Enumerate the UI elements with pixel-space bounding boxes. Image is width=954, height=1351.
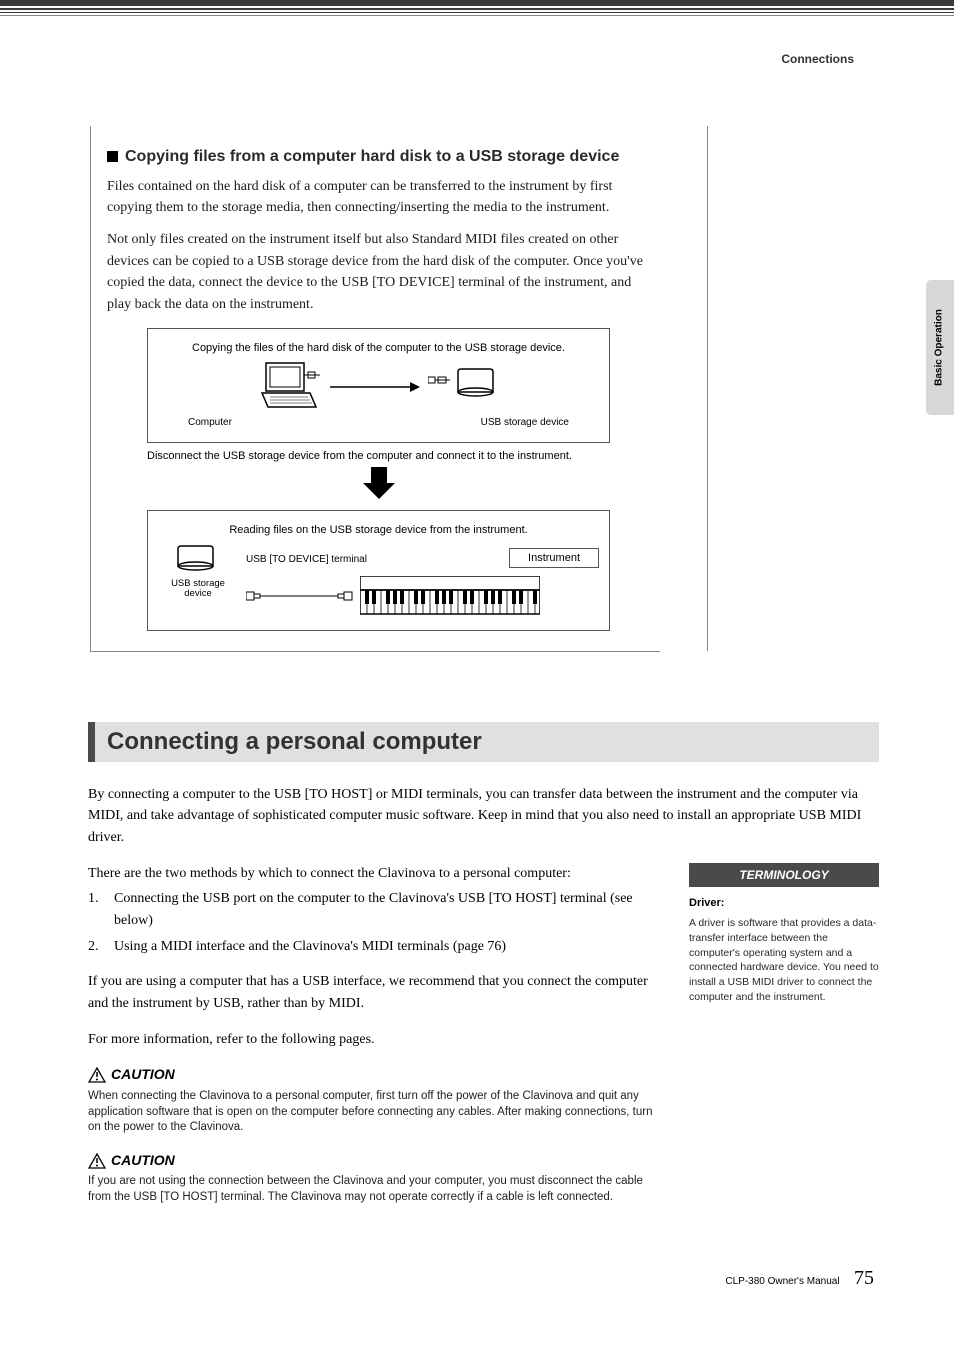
warning-icon	[88, 1153, 106, 1169]
diagram-copy-to-usb: Copying the files of the hard disk of th…	[147, 328, 610, 443]
footer-page-number: 75	[854, 1267, 874, 1289]
top-decorative-bars	[0, 0, 954, 16]
section-heading-bar: Connecting a personal computer	[88, 722, 879, 762]
more-info: For more information, refer to the follo…	[88, 1029, 663, 1051]
paragraph-2: Not only files created on the instrument…	[107, 229, 650, 316]
method-2: Using a MIDI interface and the Clavinova…	[114, 936, 506, 958]
diagram2-terminal-label: USB [TO DEVICE] terminal	[246, 554, 367, 565]
side-tab: Basic Operation	[926, 280, 954, 415]
section-body: By connecting a computer to the USB [TO …	[88, 784, 879, 1220]
caution-2-text: If you are not using the connection betw…	[88, 1174, 663, 1205]
footer-manual-name: CLP-380 Owner's Manual	[725, 1276, 839, 1287]
paragraph-1: Files contained on the hard disk of a co…	[107, 176, 650, 219]
section-intro: By connecting a computer to the USB [TO …	[88, 784, 879, 849]
warning-icon	[88, 1067, 106, 1083]
section-heading: Connecting a personal computer	[107, 728, 867, 756]
methods-intro: There are the two methods by which to co…	[88, 863, 663, 885]
diagram2-instrument-label: Instrument	[509, 548, 599, 568]
arrow-right-icon	[330, 380, 420, 394]
header-section-label: Connections	[781, 52, 854, 66]
diagram1-usb-label: USB storage device	[481, 417, 569, 428]
diagram-between-text: Disconnect the USB storage device from t…	[147, 449, 610, 463]
diagram1-computer-label: Computer	[188, 417, 232, 428]
terminology-term: Driver:	[689, 895, 879, 912]
terminology-header: TERMINOLOGY	[689, 863, 879, 888]
page-footer: CLP-380 Owner's Manual 75	[0, 1267, 954, 1320]
caution-label-1: CAUTION	[111, 1064, 175, 1086]
diagram2-caption: Reading files on the USB storage device …	[158, 523, 599, 537]
subheading-copying: Copying files from a computer hard disk …	[107, 146, 650, 168]
diagram1-caption: Copying the files of the hard disk of th…	[158, 341, 599, 355]
usb-connector-icon	[246, 589, 356, 603]
caution-1-text: When connecting the Clavinova to a perso…	[88, 1089, 663, 1136]
usb-note: If you are using a computer that has a U…	[88, 971, 663, 1014]
diagram2-usb-label: USB storage device	[158, 579, 238, 600]
caution-2-header: CAUTION	[88, 1150, 663, 1172]
diagram-read-from-instrument: Reading files on the USB storage device …	[147, 510, 610, 630]
methods-list: 1.Connecting the USB port on the compute…	[88, 888, 663, 957]
down-arrow-icon	[107, 467, 650, 506]
keyboard-instrument-icon	[360, 576, 540, 616]
computer-icon	[260, 361, 322, 413]
usb-device-icon	[168, 544, 228, 576]
usb-device-icon	[428, 367, 498, 407]
terminology-definition: A driver is software that provides a dat…	[689, 916, 879, 1004]
copying-files-box: Copying files from a computer hard disk …	[90, 126, 660, 652]
method-1: Connecting the USB port on the computer …	[114, 888, 663, 931]
caution-label-2: CAUTION	[111, 1150, 175, 1172]
caution-1-header: CAUTION	[88, 1064, 663, 1086]
side-tab-label: Basic Operation	[934, 303, 945, 393]
